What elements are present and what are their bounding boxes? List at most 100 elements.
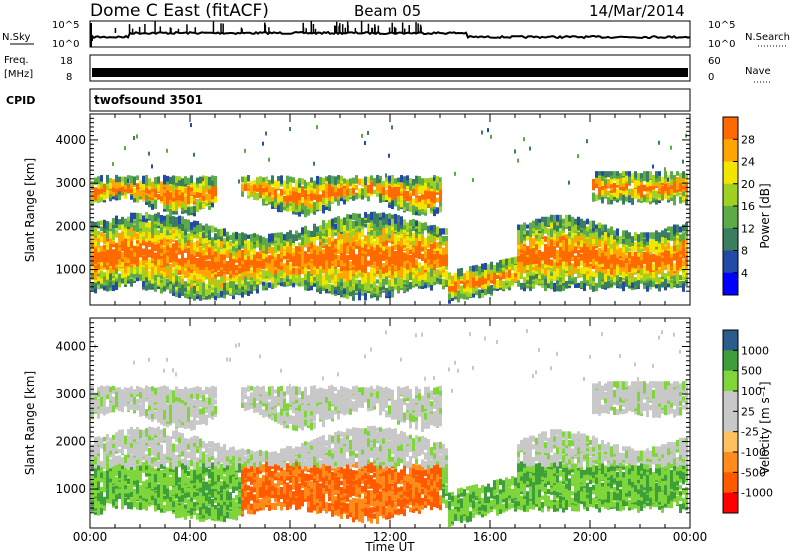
scatter-cell <box>286 263 289 273</box>
scatter-cell <box>346 181 349 190</box>
scatter-cell <box>241 273 244 278</box>
scatter-cell <box>439 181 442 190</box>
noise-tick-low-left: 10^0 <box>52 39 79 50</box>
scatter-cell <box>250 243 253 250</box>
scatter-cell <box>592 282 595 292</box>
scatter-cell <box>376 236 379 245</box>
scatter-cell <box>355 254 358 263</box>
scatter-cell <box>457 293 460 303</box>
scatter-cell <box>91 222 94 228</box>
scatter-cell <box>484 280 487 290</box>
scatter-cell <box>313 202 316 211</box>
scatter-cell <box>343 217 346 226</box>
scatter-cell <box>175 191 178 201</box>
scatter-cell <box>211 225 214 232</box>
scatter-cell <box>160 236 163 245</box>
scatter-cell <box>469 285 472 294</box>
scatter-cell <box>154 200 157 209</box>
scatter-cell <box>607 178 610 188</box>
scatter-cell <box>550 280 553 290</box>
scatter-cell <box>397 215 400 221</box>
scatter-cell <box>382 249 385 255</box>
scatter-cell <box>274 196 277 203</box>
scatter-cell <box>163 194 166 203</box>
scatter-cell <box>166 284 169 290</box>
scatter-cell <box>373 250 376 258</box>
scatter-cell <box>322 177 325 184</box>
scatter-cell <box>292 234 295 244</box>
scatter-cell <box>163 270 166 277</box>
scatter-cell <box>478 289 481 299</box>
scatter-cell <box>274 277 277 282</box>
scatter-cell <box>559 282 562 292</box>
scatter-cell <box>214 233 217 241</box>
scatter-cell <box>472 265 475 272</box>
scatter-cell <box>178 279 181 288</box>
scatter-cell <box>379 193 382 202</box>
scatter-cell <box>544 216 547 222</box>
scatter-cell <box>262 246 265 252</box>
scatter-cell <box>259 235 262 242</box>
scatter-cell <box>172 181 175 191</box>
scatter-cell <box>154 273 157 281</box>
scatter-cell <box>565 240 568 249</box>
scatter-cell <box>331 183 334 192</box>
scatter-cell <box>163 281 166 291</box>
scatter-cell <box>346 262 349 271</box>
scatter-cell <box>616 267 619 276</box>
scatter-cell <box>169 232 172 240</box>
scatter-cell <box>415 175 418 184</box>
scatter-cell <box>412 206 415 216</box>
scatter-cell <box>376 279 379 284</box>
scatter-cell <box>130 265 133 274</box>
scatter-cell <box>124 176 127 183</box>
scatter-cell <box>145 186 148 194</box>
scatter-cell <box>421 197 424 203</box>
scatter-cell <box>178 235 181 244</box>
scatter-cell <box>187 221 190 230</box>
scatter-cell <box>610 226 613 233</box>
scatter-cell <box>145 276 148 283</box>
scatter-cell <box>433 194 436 204</box>
scatter-cell <box>178 289 181 298</box>
scatter-cell <box>316 278 319 288</box>
scatter-cell <box>373 271 376 277</box>
scatter-cell <box>457 282 460 290</box>
scatter-cell <box>595 259 598 265</box>
scatter-cell <box>271 266 274 271</box>
scatter-cell <box>466 288 469 297</box>
scatter-cell <box>214 175 217 184</box>
scatter-cell <box>295 249 298 258</box>
scatter-cell <box>367 231 370 238</box>
scatter-cell <box>373 275 376 282</box>
scatter-cell <box>496 279 499 289</box>
scatter-cell <box>301 201 304 209</box>
scatter-cell <box>505 258 508 266</box>
scatter-cell <box>190 183 193 188</box>
scatter-cell <box>565 214 568 220</box>
scatter-cell <box>340 175 343 181</box>
scatter-cell <box>574 277 577 284</box>
scatter-cell <box>184 246 187 253</box>
scatter-cell <box>340 269 343 277</box>
scatter-cell <box>427 179 430 187</box>
scatter-cell <box>403 258 406 268</box>
scatter-cell <box>154 283 157 292</box>
scatter-cell <box>232 286 235 296</box>
scatter-cell <box>196 198 199 207</box>
scatter-cell <box>616 228 619 236</box>
scatter-cell <box>364 211 367 218</box>
scatter-cell <box>541 222 544 228</box>
scatter-cell <box>244 233 247 241</box>
scatter-cell <box>247 175 250 182</box>
scatter-cell <box>334 217 337 224</box>
scatter-cell <box>340 187 343 196</box>
scatter-cell <box>163 174 166 181</box>
scatter-cell <box>613 275 616 283</box>
scatter-cell <box>280 175 283 184</box>
scatter-cell <box>130 212 133 219</box>
scatter-cell <box>199 201 202 210</box>
scatter-cell <box>286 198 289 208</box>
speckle-cell <box>265 131 267 136</box>
speckle-cell <box>367 130 369 135</box>
